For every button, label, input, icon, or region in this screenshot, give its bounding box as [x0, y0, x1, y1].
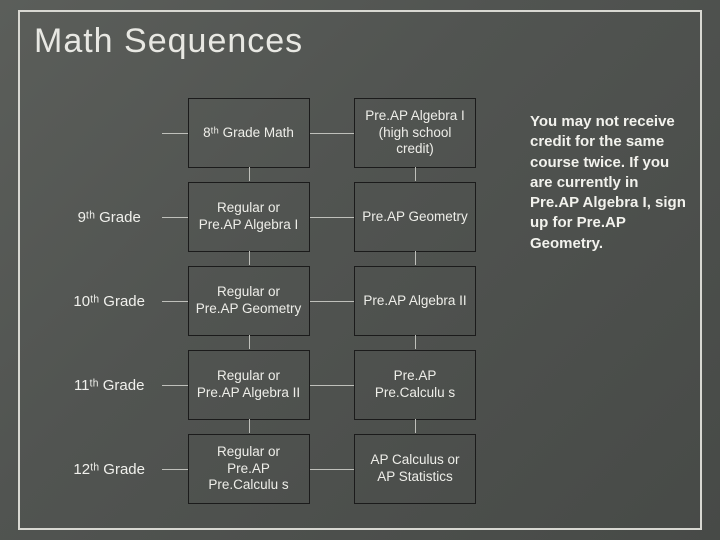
grade-row: 10ᵗʰ Grade Regular or Pre.AP Geometry Pr… [56, 266, 476, 336]
grade-label: 9ᵗʰ Grade [56, 182, 162, 252]
preap-box: Pre.AP Geometry [354, 182, 476, 252]
sequence-grid: 8ᵗʰ Grade Math Pre.AP Algebra I (high sc… [56, 98, 476, 518]
grade-label: 10ᵗʰ Grade [56, 266, 162, 336]
regular-box: Regular or Pre.AP Pre.Calculu s [188, 434, 310, 504]
header-label-spacer [56, 98, 162, 168]
slide-title: Math Sequences [34, 22, 303, 61]
header-row: 8ᵗʰ Grade Math Pre.AP Algebra I (high sc… [56, 98, 476, 168]
header-box-regular: 8ᵗʰ Grade Math [188, 98, 310, 168]
grade-label: 11ᵗʰ Grade [56, 350, 162, 420]
connector [310, 266, 354, 336]
preap-box: Pre.AP Pre.Calculu s [354, 350, 476, 420]
connector [310, 98, 354, 168]
slide: Math Sequences 8ᵗʰ Grade Math Pre.AP Alg… [0, 0, 720, 540]
grade-label: 12ᵗʰ Grade [56, 434, 162, 504]
connector [162, 350, 187, 420]
regular-box: Regular or Pre.AP Algebra II [188, 350, 310, 420]
preap-box: AP Calculus or AP Statistics [354, 434, 476, 504]
preap-box: Pre.AP Algebra II [354, 266, 476, 336]
side-note: You may not receive credit for the same … [530, 112, 690, 254]
connector [162, 266, 187, 336]
connector [310, 182, 354, 252]
connector [162, 182, 187, 252]
regular-box: Regular or Pre.AP Algebra I [188, 182, 310, 252]
header-box-preap: Pre.AP Algebra I (high school credit) [354, 98, 476, 168]
grade-row: 9ᵗʰ Grade Regular or Pre.AP Algebra I Pr… [56, 182, 476, 252]
regular-box: Regular or Pre.AP Geometry [188, 266, 310, 336]
connector [310, 434, 354, 504]
connector [310, 350, 354, 420]
spacer [162, 98, 187, 168]
connector [162, 434, 187, 504]
grade-row: 12ᵗʰ Grade Regular or Pre.AP Pre.Calculu… [56, 434, 476, 504]
grade-row: 11ᵗʰ Grade Regular or Pre.AP Algebra II … [56, 350, 476, 420]
